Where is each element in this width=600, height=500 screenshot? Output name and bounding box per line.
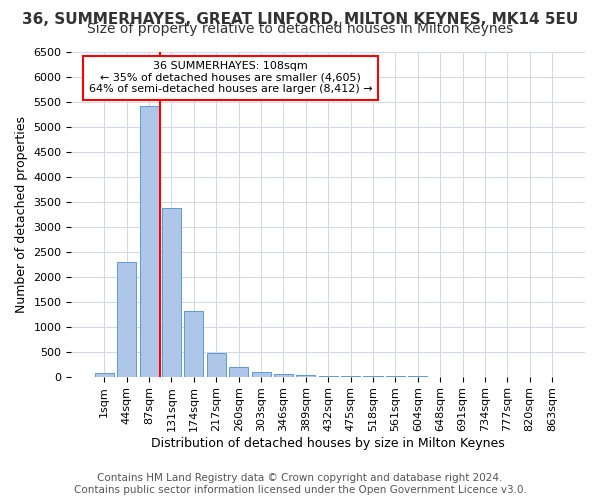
- Bar: [207, 352, 226, 376]
- Bar: [162, 208, 181, 376]
- Bar: [251, 372, 271, 376]
- Bar: [184, 311, 203, 376]
- Bar: [296, 375, 316, 376]
- Bar: [229, 366, 248, 376]
- Y-axis label: Number of detached properties: Number of detached properties: [15, 116, 28, 312]
- X-axis label: Distribution of detached houses by size in Milton Keynes: Distribution of detached houses by size …: [151, 437, 505, 450]
- Bar: [95, 373, 114, 376]
- Bar: [117, 262, 136, 376]
- Text: Size of property relative to detached houses in Milton Keynes: Size of property relative to detached ho…: [87, 22, 513, 36]
- Bar: [274, 374, 293, 376]
- Text: Contains HM Land Registry data © Crown copyright and database right 2024.
Contai: Contains HM Land Registry data © Crown c…: [74, 474, 526, 495]
- Bar: [140, 106, 158, 376]
- Text: 36 SUMMERHAYES: 108sqm
← 35% of detached houses are smaller (4,605)
64% of semi-: 36 SUMMERHAYES: 108sqm ← 35% of detached…: [89, 62, 373, 94]
- Text: 36, SUMMERHAYES, GREAT LINFORD, MILTON KEYNES, MK14 5EU: 36, SUMMERHAYES, GREAT LINFORD, MILTON K…: [22, 12, 578, 28]
